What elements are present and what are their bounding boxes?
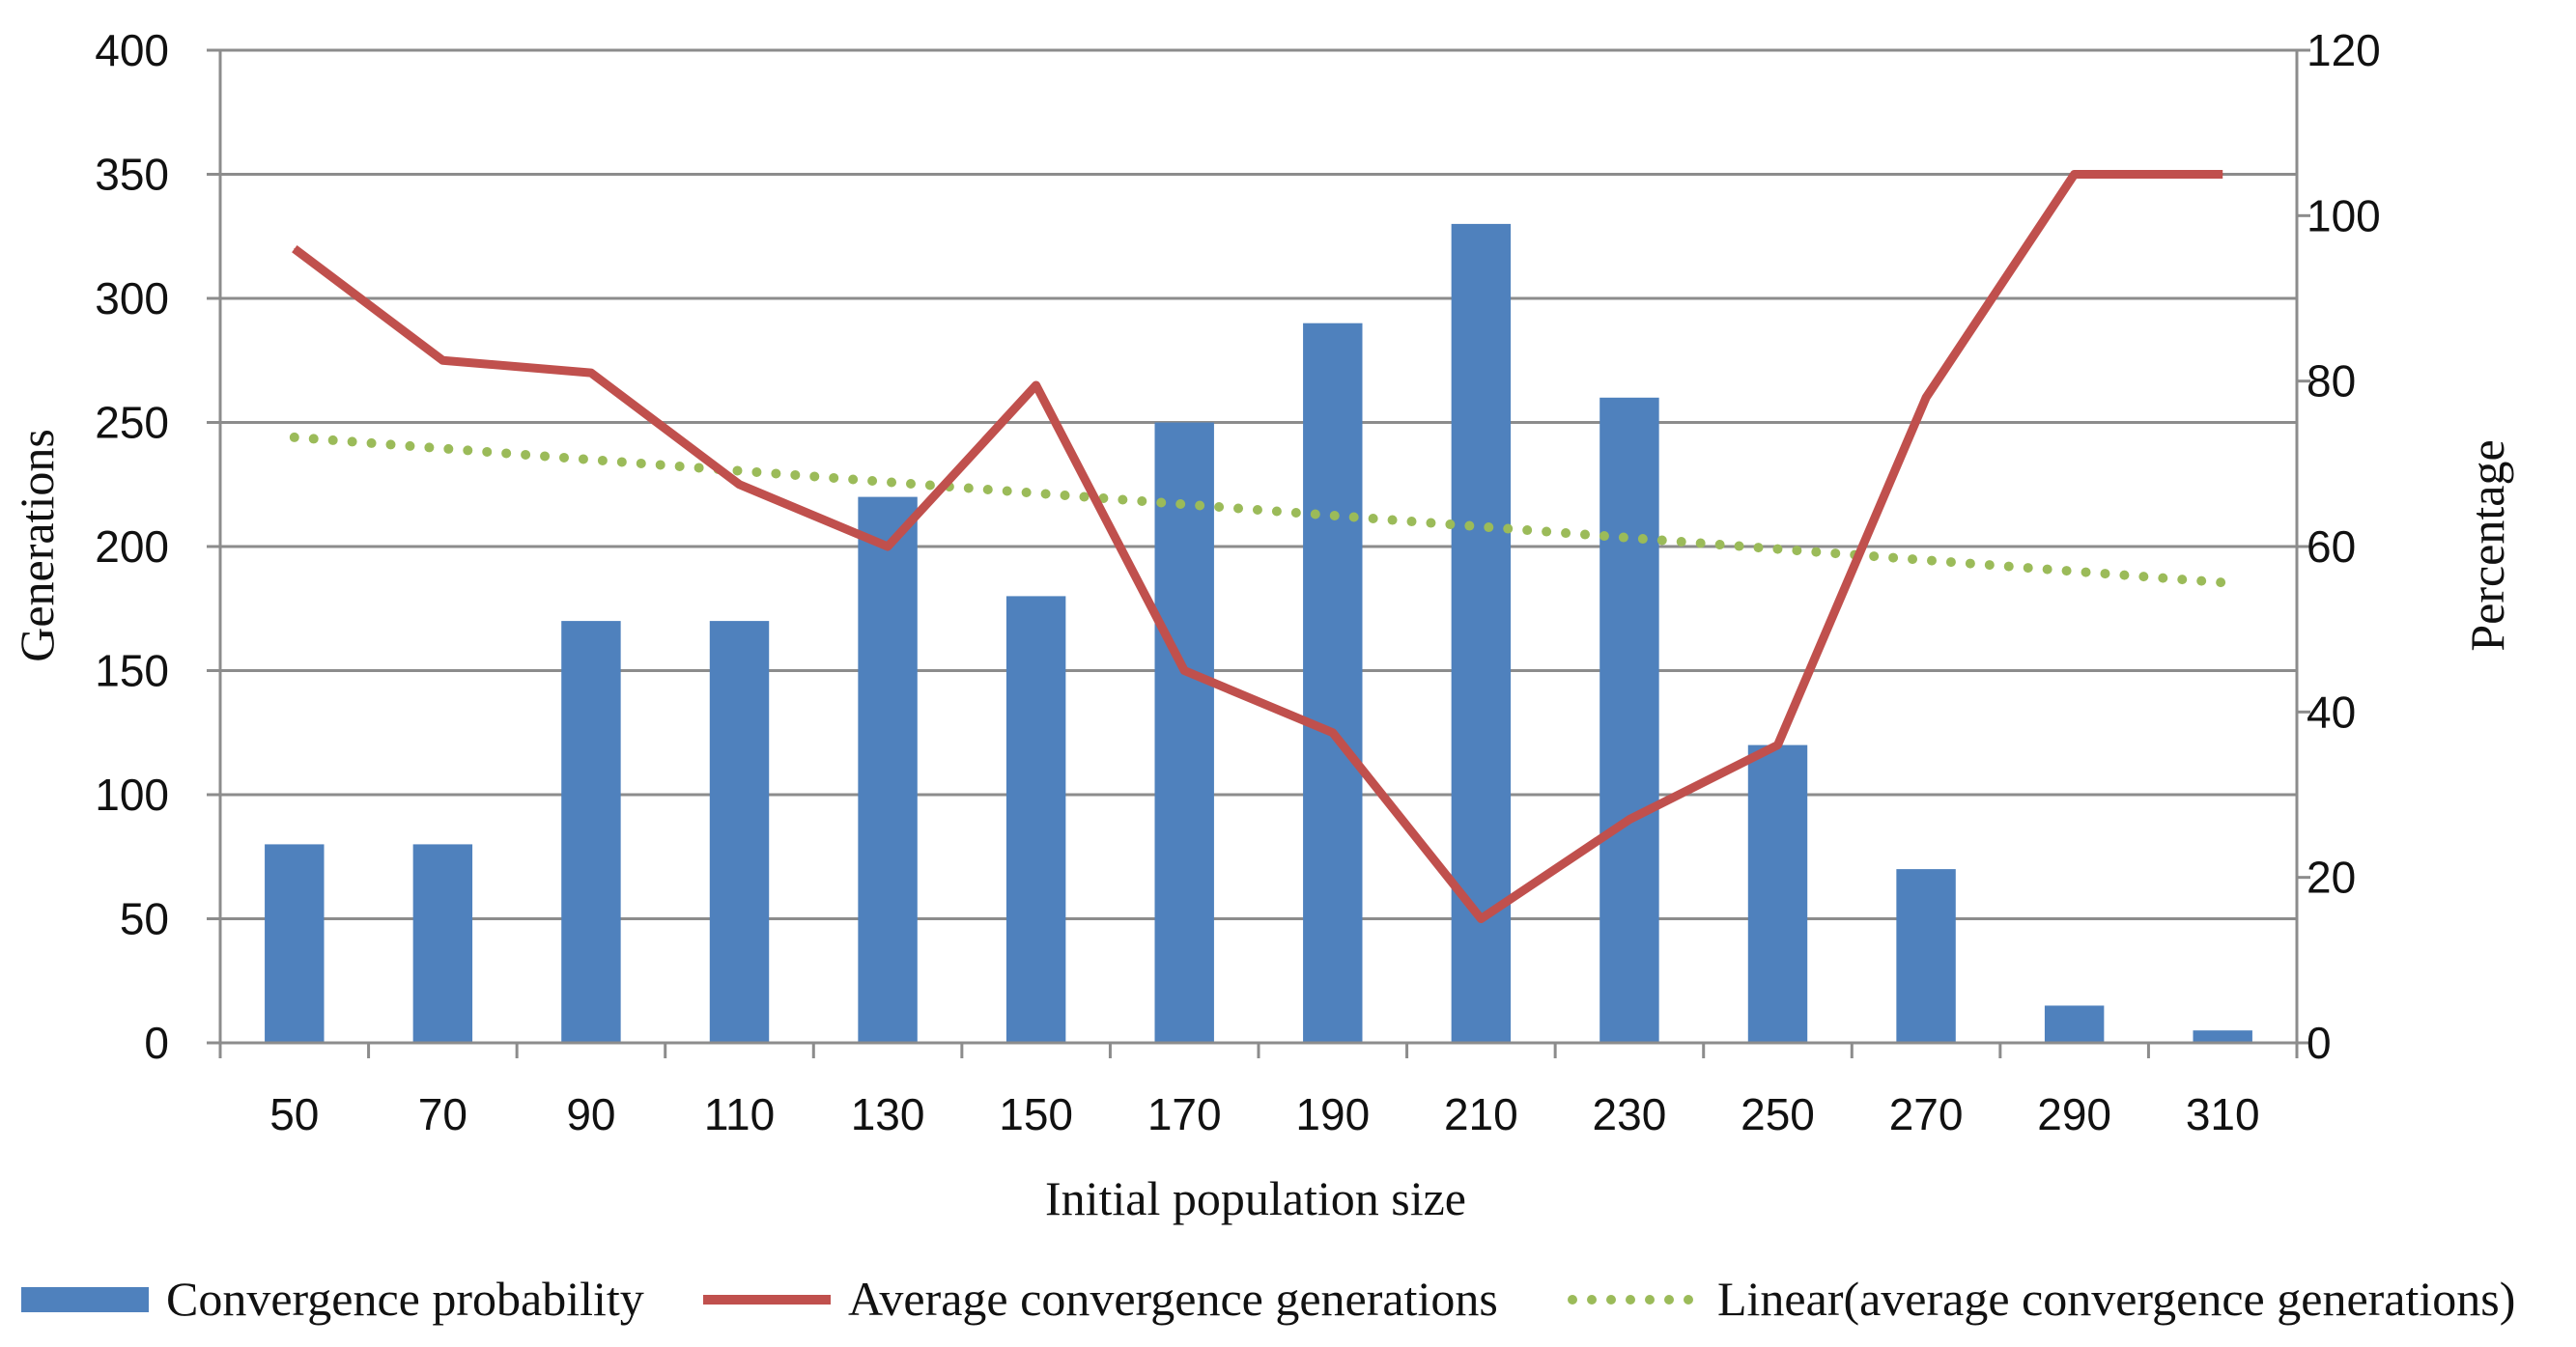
left-tick-label: 350 [95, 150, 169, 200]
x-tick-label-190: 190 [1295, 1089, 1370, 1139]
left-tick-label: 250 [95, 398, 169, 448]
right-tick-label: 20 [2307, 853, 2356, 903]
bar-110 [709, 621, 770, 1043]
x-tick-label-310: 310 [2186, 1089, 2260, 1139]
x-axis-title: Initial population size [1045, 1171, 1466, 1225]
left-axis-ticks: 0 50 100 150 200 250 300 350 400 [95, 25, 169, 1068]
left-tick-label: 0 [144, 1018, 169, 1068]
x-tick-label-290: 290 [2037, 1089, 2111, 1139]
right-tick-label: 0 [2307, 1018, 2332, 1068]
axes [207, 48, 2310, 1058]
right-axis-title: Percentage [2460, 439, 2514, 651]
left-tick-label: 150 [95, 646, 169, 696]
x-tick-label-170: 170 [1147, 1089, 1222, 1139]
bar-190 [1303, 323, 1363, 1043]
line-point-250 [1777, 744, 1778, 746]
bar-90 [561, 621, 621, 1043]
right-axis-ticks: 0 20 40 60 80 100 120 [2307, 25, 2381, 1068]
right-tick-label: 80 [2307, 356, 2356, 407]
left-tick-label: 100 [95, 770, 169, 820]
x-tick-label-70: 70 [418, 1089, 467, 1139]
right-tick-label: 100 [2307, 190, 2381, 240]
x-tick-label-250: 250 [1741, 1089, 1815, 1139]
line-point-210 [1480, 918, 1482, 919]
left-tick-label: 50 [120, 894, 169, 944]
line-series [292, 170, 2223, 923]
bar-150 [1005, 596, 1066, 1043]
x-tick-label-90: 90 [566, 1089, 615, 1139]
trendline [289, 432, 2228, 588]
bar-50 [265, 844, 325, 1043]
trendline-series [289, 432, 2228, 588]
legend-label-convergence-probability: Convergence probability [166, 1272, 644, 1326]
line-point-170 [1183, 670, 1185, 671]
line-point-270 [1925, 397, 1927, 399]
left-tick-label: 300 [95, 273, 169, 323]
right-tick-label: 60 [2307, 521, 2356, 572]
line-point-150 [1035, 384, 1037, 386]
line-point-290 [2074, 174, 2076, 175]
bar-310 [2193, 1030, 2252, 1043]
x-tick-label-50: 50 [269, 1089, 319, 1139]
bar-70 [412, 844, 473, 1043]
x-tick-label-270: 270 [1889, 1089, 1964, 1139]
line-point-230 [1628, 819, 1630, 821]
bar-170 [1154, 422, 1214, 1043]
bar-230 [1599, 397, 1659, 1043]
x-tick-label-130: 130 [851, 1089, 925, 1139]
line-point-190 [1332, 732, 1334, 734]
x-axis-ticks: 50 70 90 110 130 150 170 190 210 230 250 270 290 310 [269, 1089, 2259, 1139]
bar-130 [858, 496, 918, 1043]
average-generations-line [292, 170, 2223, 923]
legend: Convergence probability Average converge… [21, 1272, 2515, 1326]
left-axis-title: Generations [10, 429, 64, 662]
bar-250 [1747, 744, 1808, 1043]
gridlines [220, 48, 2297, 1045]
left-tick-label: 200 [95, 521, 169, 572]
line-point-70 [441, 359, 443, 361]
x-tick-label-230: 230 [1593, 1089, 1667, 1139]
x-tick-label-110: 110 [704, 1089, 775, 1139]
line-point-310 [2222, 174, 2223, 175]
legend-bar-swatch [21, 1287, 149, 1312]
left-tick-label: 400 [95, 25, 169, 75]
line-point-90 [590, 372, 592, 374]
x-tick-label-210: 210 [1444, 1089, 1518, 1139]
right-tick-label: 40 [2307, 687, 2356, 737]
bar-series [265, 223, 2252, 1043]
right-tick-label: 120 [2307, 25, 2381, 75]
bar-270 [1896, 869, 1956, 1043]
legend-label-average-convergence-generations: Average convergence generations [848, 1272, 1498, 1326]
legend-label-linear-trend: Linear(average convergence generations) [1717, 1272, 2515, 1326]
bar-290 [2044, 1005, 2105, 1043]
line-point-110 [739, 484, 740, 486]
x-tick-label-150: 150 [999, 1089, 1073, 1139]
line-point-50 [294, 248, 296, 250]
